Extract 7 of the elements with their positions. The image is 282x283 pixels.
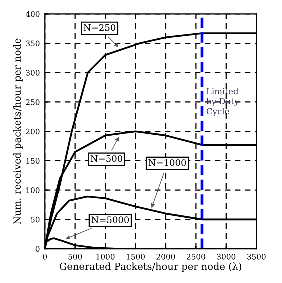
annotation: N=1000 — [148, 159, 186, 166]
annotation: N=250 — [84, 24, 116, 32]
annotation: N=500 — [90, 155, 123, 162]
annotation: Limited by Duty Cycle — [206, 88, 240, 116]
x-axis-title: Generated Packets/hour per node (λ) — [60, 262, 242, 272]
y-axis-title: Num. received packets/hour per node — [13, 38, 23, 224]
annotation: N=5000 — [92, 216, 130, 224]
